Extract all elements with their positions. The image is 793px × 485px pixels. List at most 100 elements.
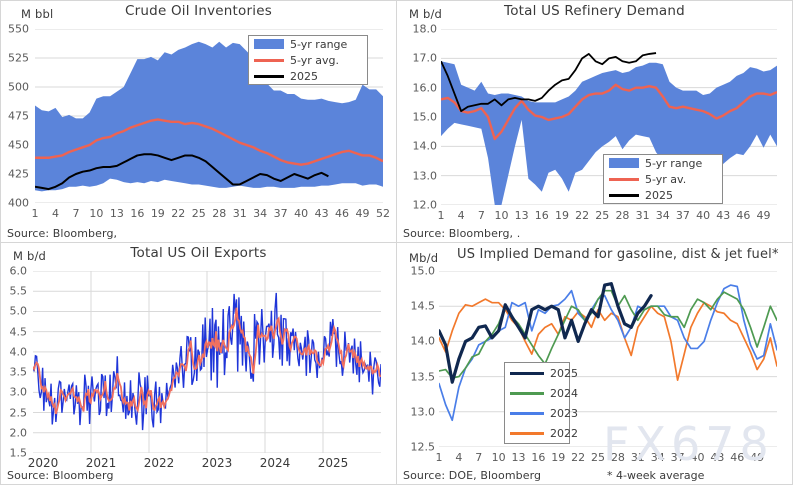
x-axis-tick-label: 34 bbox=[253, 207, 268, 220]
y-axis-unit-label: M bbl bbox=[21, 7, 54, 21]
legend-item: 5-yr av. bbox=[604, 171, 722, 187]
y-axis-tick-label: 525 bbox=[8, 51, 29, 65]
legend-implied-demand: 2025 2024 2023 2022 bbox=[504, 362, 578, 444]
legend-item-label: 2025 bbox=[290, 69, 318, 83]
footnote-implied-demand: * 4-week average bbox=[607, 469, 705, 482]
x-axis-tick-label: 22 bbox=[575, 209, 590, 222]
x-axis-tick-label: 10 bbox=[89, 207, 104, 220]
legend-swatch-icon bbox=[254, 39, 284, 49]
x-axis-tick-label: 46 bbox=[736, 209, 751, 222]
y-axis-tick-label: 13.0 bbox=[412, 169, 438, 183]
y-axis-tick-label: 4.0 bbox=[9, 345, 28, 359]
x-axis-tick-label: 31 bbox=[635, 209, 650, 222]
x-axis-tick-label: 7 bbox=[475, 451, 483, 464]
x-axis-tick-label: 46 bbox=[335, 207, 350, 220]
y-axis-unit-label: Mb/d bbox=[409, 251, 439, 265]
x-axis-tick-label: 2025 bbox=[317, 456, 349, 470]
y-axis-tick-label: 2.5 bbox=[9, 406, 28, 420]
legend-item-label: 5-yr avg. bbox=[290, 53, 340, 67]
y-axis-tick-label: 500 bbox=[8, 80, 29, 94]
source-label-refinery-demand: Source: Bloomberg, . bbox=[403, 227, 521, 240]
x-axis-tick-label: 16 bbox=[531, 451, 546, 464]
source-label-implied-demand: Source: DOE, Bloomberg bbox=[403, 469, 542, 482]
x-axis-tick-label: 28 bbox=[615, 209, 630, 222]
plot-area-oil-exports bbox=[33, 271, 381, 453]
x-axis-tick-label: 43 bbox=[716, 209, 731, 222]
y-axis-tick-label: 400 bbox=[8, 196, 29, 210]
x-axis-tick-label: 37 bbox=[670, 451, 685, 464]
x-axis-tick-label: 52 bbox=[376, 207, 390, 220]
x-axis-tick-label: 28 bbox=[610, 451, 625, 464]
y-axis-tick-label: 14.0 bbox=[412, 139, 438, 153]
chart-title-implied-demand: US Implied Demand for gasoline, dist & j… bbox=[457, 247, 779, 262]
legend-item-label: 2025 bbox=[645, 188, 673, 202]
y-axis-tick-label: 17.0 bbox=[412, 51, 438, 65]
y-axis-tick-label: 5.0 bbox=[9, 304, 28, 318]
panel-oil-exports: M b/d Total US Oil Exports 1.5 2.0 2.5 3.0 3… bbox=[0, 242, 396, 485]
y-axis-tick-label: 14.0 bbox=[410, 334, 436, 348]
legend-item-label: 2024 bbox=[550, 386, 578, 400]
legend-line-icon bbox=[510, 431, 544, 435]
y-axis-tick-label: 12.0 bbox=[412, 198, 438, 212]
x-axis-tick-label: 16 bbox=[534, 209, 549, 222]
x-axis-tick-label: 49 bbox=[756, 209, 771, 222]
legend-item: 5-yr range bbox=[249, 36, 367, 52]
x-axis-tick-label: 49 bbox=[750, 451, 765, 464]
y-axis-tick-label: 5.5 bbox=[9, 284, 28, 298]
x-axis-tick-label: 13 bbox=[109, 207, 124, 220]
y-axis-unit-label: M b/d bbox=[13, 249, 47, 263]
y-axis-tick-label: 12.5 bbox=[410, 440, 436, 454]
legend-item: 2024 bbox=[505, 383, 578, 403]
x-axis-tick-label: 40 bbox=[690, 451, 705, 464]
x-axis-tick-label: 7 bbox=[477, 209, 485, 222]
x-axis-tick-label: 31 bbox=[232, 207, 247, 220]
y-axis-tick-label: 13.0 bbox=[410, 405, 436, 419]
legend-item: 5-yr range bbox=[604, 155, 722, 171]
legend-item-label: 5-yr range bbox=[645, 156, 703, 170]
x-axis-tick-label: 25 bbox=[191, 207, 206, 220]
y-axis-tick-label: 475 bbox=[8, 109, 29, 123]
legend-line-icon bbox=[510, 371, 544, 375]
legend-line-icon bbox=[254, 74, 284, 78]
chart-title-refinery-demand: Total US Refinery Demand bbox=[504, 3, 685, 19]
y-axis-tick-label: 550 bbox=[8, 22, 29, 36]
y-axis-tick-label: 16.0 bbox=[412, 81, 438, 95]
x-axis-tick-label: 2020 bbox=[27, 456, 59, 470]
x-axis-tick-label: 37 bbox=[675, 209, 690, 222]
y-axis-tick-label: 450 bbox=[8, 138, 29, 152]
legend-item-label: 5-yr av. bbox=[645, 172, 687, 186]
x-axis-tick-label: 4 bbox=[51, 207, 59, 220]
chart-title-crude-oil-inventories: Crude Oil Inventories bbox=[125, 3, 272, 19]
x-axis-tick-label: 46 bbox=[730, 451, 745, 464]
x-axis-tick-label: 2021 bbox=[85, 456, 117, 470]
legend-line-icon bbox=[510, 391, 544, 395]
legend-item-label: 2025 bbox=[550, 366, 578, 380]
legend-item: 2025 bbox=[249, 68, 367, 84]
x-axis-tick-label: 34 bbox=[650, 451, 665, 464]
y-axis-tick-label: 2.0 bbox=[9, 426, 28, 440]
x-axis-tick-label: 19 bbox=[150, 207, 165, 220]
legend-item: 5-yr avg. bbox=[249, 52, 367, 68]
panel-crude-oil-inventories: M bbl Crude Oil Inventories 400 425 450 475… bbox=[0, 0, 396, 242]
y-axis-tick-label: 3.5 bbox=[9, 365, 28, 379]
x-axis-tick-label: 10 bbox=[491, 451, 506, 464]
x-axis-tick-label: 25 bbox=[595, 209, 610, 222]
panel-implied-demand: Mb/d US Implied Demand for gasoline, dis… bbox=[396, 242, 793, 485]
legend-item-label: 5-yr range bbox=[290, 37, 348, 51]
legend-item-label: 2022 bbox=[550, 426, 578, 440]
legend-item: 2023 bbox=[505, 403, 578, 423]
x-axis-tick-label: 43 bbox=[710, 451, 725, 464]
legend-line-icon bbox=[510, 411, 544, 415]
x-axis-tick-label: 31 bbox=[630, 451, 645, 464]
x-axis-tick-label: 28 bbox=[212, 207, 227, 220]
legend-item: 2022 bbox=[505, 423, 578, 443]
y-axis-tick-label: 14.5 bbox=[410, 299, 436, 313]
x-axis-tick-label: 40 bbox=[696, 209, 711, 222]
x-axis-tick-label: 1 bbox=[437, 209, 445, 222]
y-axis-tick-label: 13.5 bbox=[410, 370, 436, 384]
source-label-crude-oil-inventories: Source: Bloomberg, bbox=[7, 227, 118, 240]
chart-title-oil-exports: Total US Oil Exports bbox=[130, 245, 267, 261]
x-axis-tick-label: 19 bbox=[551, 451, 566, 464]
x-axis-tick-label: 2023 bbox=[201, 456, 233, 470]
